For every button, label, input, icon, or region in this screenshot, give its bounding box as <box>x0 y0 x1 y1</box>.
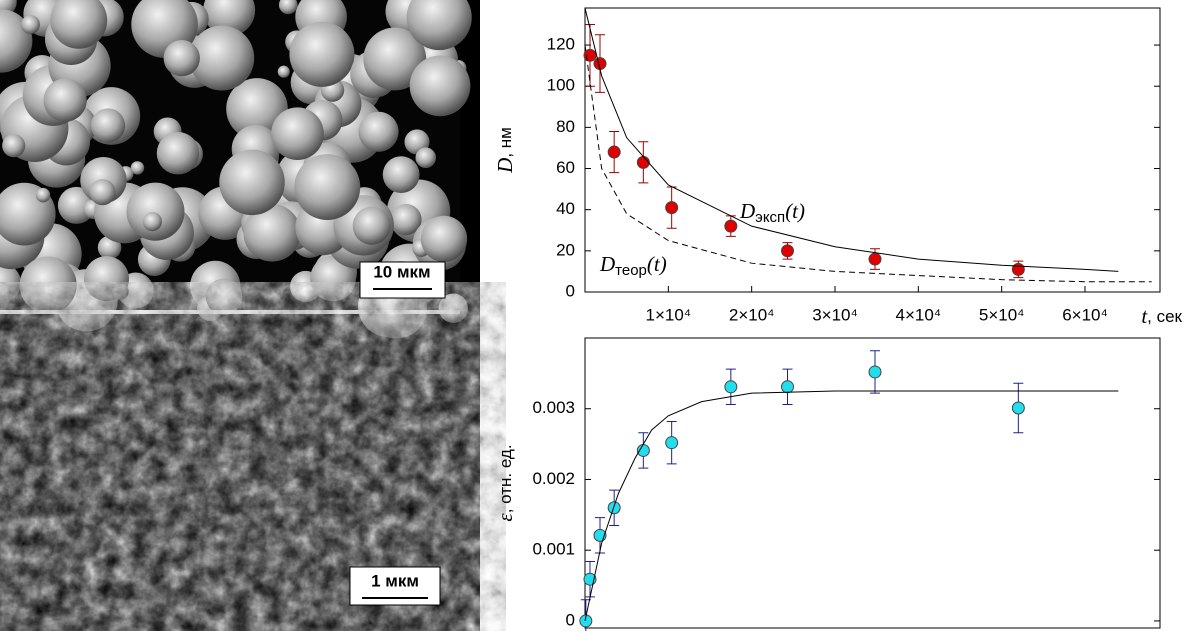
y-tick-label: 80 <box>556 117 575 136</box>
y-tick-label: 0.002 <box>532 469 575 488</box>
particle <box>420 215 468 263</box>
particle <box>310 255 356 302</box>
particle <box>90 108 126 143</box>
particle <box>406 0 472 51</box>
scale-bar: 10 мкм <box>359 261 446 299</box>
y-tick-label: 40 <box>556 199 575 218</box>
y-tick-label: 0.001 <box>532 540 575 559</box>
y-label-unit: , отн. ед. <box>496 444 515 513</box>
particle <box>89 179 116 206</box>
particle <box>219 149 285 216</box>
particle <box>271 107 324 161</box>
y-label-unit: , нм <box>496 127 515 158</box>
y-tick-label: 100 <box>547 76 575 95</box>
particle <box>390 204 422 236</box>
data-point <box>583 48 597 62</box>
label-symbol: D <box>739 199 755 223</box>
scale-bar: 1 мкм <box>349 566 441 606</box>
particle <box>156 132 200 175</box>
particle <box>43 78 87 122</box>
x-tick-label: 1×10⁴ <box>646 305 692 324</box>
particle <box>352 206 391 245</box>
particle <box>358 111 399 152</box>
x-tick-label: 4×10⁴ <box>896 305 942 324</box>
particle <box>226 78 288 140</box>
y-axis-label: ε, отн. ед. <box>493 444 517 521</box>
label-sub: эксп <box>755 209 785 226</box>
data-point <box>665 436 679 450</box>
scale-label: 1 мкм <box>371 571 419 590</box>
particle <box>2 134 26 158</box>
particle <box>278 0 298 15</box>
particle <box>0 263 22 303</box>
data-point <box>607 145 621 159</box>
particle <box>142 212 162 232</box>
y-tick-label: 0.003 <box>532 398 575 417</box>
particle <box>243 204 301 262</box>
divider <box>0 310 460 314</box>
y-label-symbol: D <box>493 158 517 174</box>
curve-label: Dэксп(t) <box>739 199 805 226</box>
y-tick-label: 0 <box>566 281 575 300</box>
data-point <box>724 380 738 394</box>
particle <box>409 55 471 117</box>
particle <box>19 256 77 314</box>
x-tick-label: 5×10⁴ <box>979 305 1025 324</box>
scale-label: 10 мкм <box>373 262 430 281</box>
y-tick-label: 60 <box>556 158 575 177</box>
label-arg: (t) <box>785 199 805 223</box>
particle <box>35 187 51 203</box>
particle <box>112 283 129 300</box>
sem-image <box>0 0 472 339</box>
x-axis-label: t, сек <box>1141 304 1182 328</box>
particle <box>277 65 290 78</box>
label-arg: (t) <box>647 252 667 276</box>
particle <box>130 161 145 175</box>
fit-line <box>584 390 1119 622</box>
fit-line <box>584 7 1119 272</box>
particle <box>21 15 40 34</box>
x-tick-label: 2×10⁴ <box>729 305 775 324</box>
data-point <box>607 501 621 515</box>
y-axis-label: D, нм <box>493 127 517 174</box>
label-symbol: D <box>599 252 615 276</box>
y-tick-label: 20 <box>556 240 575 259</box>
x-label-symbol: t <box>1141 304 1148 328</box>
x-tick-label: 6×10⁴ <box>1062 305 1108 324</box>
particle <box>363 27 427 91</box>
particle <box>415 147 437 168</box>
y-tick-label: 120 <box>547 35 575 54</box>
particle <box>294 154 361 220</box>
data-point <box>868 252 882 266</box>
particle <box>205 278 243 316</box>
data-point <box>724 219 738 233</box>
curve-label: Dтеор(t) <box>599 252 667 279</box>
y-label-symbol: ε <box>493 513 517 522</box>
data-point <box>665 201 679 215</box>
data-point <box>636 155 650 169</box>
data-point <box>868 365 882 379</box>
particle <box>50 0 108 49</box>
plot-frame <box>584 7 1161 293</box>
data-point <box>1011 401 1025 415</box>
plot-frame <box>584 337 1161 629</box>
particle <box>163 39 200 77</box>
data-point <box>1011 262 1025 276</box>
particle <box>189 25 255 91</box>
label-sub: теор <box>615 262 647 279</box>
data-point <box>781 244 794 258</box>
data-point <box>781 380 794 394</box>
particle <box>289 21 355 87</box>
fit-line <box>584 44 1152 283</box>
particle <box>126 182 185 241</box>
y-tick-label: 0 <box>566 610 575 629</box>
particle <box>382 156 420 194</box>
x-label-unit: , сек <box>1147 307 1182 326</box>
x-tick-label: 3×10⁴ <box>812 305 858 324</box>
